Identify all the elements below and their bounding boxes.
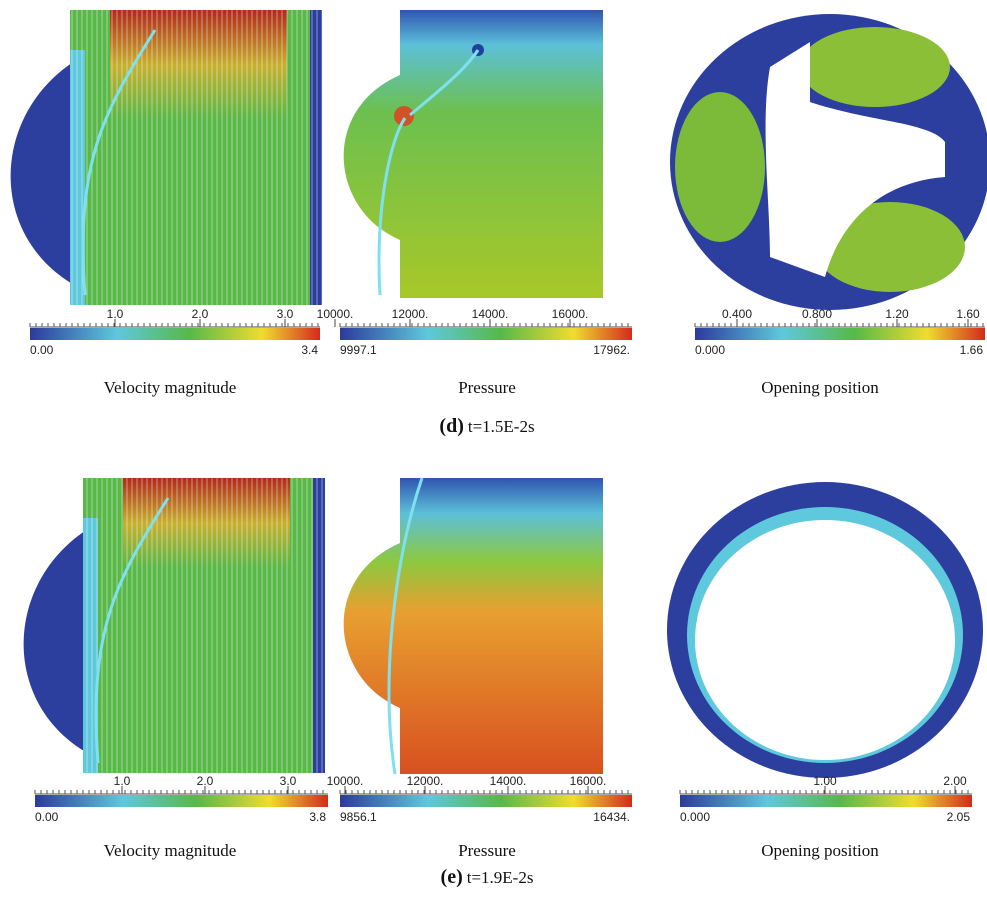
streamlines: [70, 10, 322, 305]
colorbar-tick-label: 1.00: [813, 774, 837, 788]
colorbar-tick-label: 12000.: [407, 774, 444, 788]
colorbar-gradient: [680, 795, 972, 807]
colorbar-gradient: [35, 795, 328, 807]
colorbar-tick-label: 0.400: [722, 307, 752, 321]
colorbar: 1.0 2.0 3.0 0.00 3.4: [30, 307, 320, 357]
plot-caption: Pressure: [458, 841, 516, 860]
colorbar-max: 16434.: [593, 810, 630, 824]
panel-label: (e): [441, 866, 463, 888]
plot-caption: Pressure: [458, 378, 516, 397]
content: 1.0 2.0 3.0 0.00 3.4 Velocity magnitude 10000.…: [11, 10, 987, 888]
colorbar-min: 0.000: [680, 810, 710, 824]
valve-image: [667, 482, 983, 778]
colorbar-gradient: [340, 795, 632, 807]
leaflet: [800, 27, 950, 107]
colorbar-min: 0.000: [695, 343, 725, 357]
figure: 1.0 2.0 3.0 0.00 3.4 Velocity magnitude 10000.…: [0, 0, 987, 900]
colorbar-min: 9856.1: [340, 810, 377, 824]
colorbar-tick-label: 3.0: [280, 774, 297, 788]
plot-caption: Opening position: [761, 841, 879, 860]
colorbar-tick-label: 2.00: [943, 774, 967, 788]
colorbar-tick-label: 1.60: [956, 307, 980, 321]
colorbar-tick-label: 2.0: [192, 307, 209, 321]
colorbar-tick-label: 14000.: [472, 307, 509, 321]
valve-image: [670, 14, 987, 310]
colorbar-tick-label: 16000.: [552, 307, 589, 321]
colorbar-tick-label: 10000.: [317, 307, 354, 321]
colorbar-max: 3.8: [309, 810, 326, 824]
colorbar-tick-label: 1.0: [107, 307, 124, 321]
colorbar-gradient: [30, 328, 320, 340]
valve-opening: [695, 520, 955, 760]
colorbar-tick-label: 14000.: [490, 774, 527, 788]
pressure-image: [344, 10, 603, 298]
colorbar: 10000. 12000. 14000. 16000. 9997.1 17962.: [317, 307, 632, 357]
page: 1.0 2.0 3.0 0.00 3.4 Velocity magnitude 10000.…: [0, 0, 987, 900]
panel-caption: (e)t=1.9E-2s: [441, 866, 534, 888]
colorbar-tick-label: 10000.: [327, 774, 364, 788]
colorbar-min: 0.00: [35, 810, 59, 824]
velocity-image: [24, 478, 325, 773]
colorbar: 1.0 2.0 3.0 0.00 3.8: [35, 774, 328, 824]
streamlines: [83, 478, 325, 773]
pressure-field: [344, 478, 603, 774]
colorbar-tick-label: 0.800: [802, 307, 832, 321]
colorbar: 10000. 12000. 14000. 16000. 9856.1 16434.: [327, 774, 632, 824]
leaflet: [675, 92, 765, 242]
colorbar-min: 0.00: [30, 343, 54, 357]
panel-time: t=1.9E-2s: [467, 868, 534, 887]
colorbar-max: 2.05: [947, 810, 971, 824]
colorbar-min: 9997.1: [340, 343, 377, 357]
colorbar-tick-label: 1.20: [885, 307, 909, 321]
plot-caption: Velocity magnitude: [104, 378, 237, 397]
colorbar-tick-label: 16000.: [570, 774, 607, 788]
colorbar-tick-label: 12000.: [392, 307, 429, 321]
panel-caption: (d) t=1.5E-2s: [439, 415, 534, 437]
pressure-image: [344, 478, 603, 774]
panel-label: (d): [439, 415, 463, 437]
velocity-image: [11, 10, 322, 305]
colorbar: 1.00 2.00 0.000 2.05: [680, 774, 972, 824]
plot-caption: Opening position: [761, 378, 879, 397]
colorbar: 0.400 0.800 1.20 1.60 0.000 1.66: [695, 307, 985, 357]
plot-caption: Velocity magnitude: [104, 841, 237, 860]
colorbar-max: 3.4: [301, 343, 318, 357]
colorbar-tick-label: 3.0: [277, 307, 294, 321]
colorbar-max: 1.66: [960, 343, 984, 357]
colorbar-tick-label: 2.0: [197, 774, 214, 788]
colorbar-gradient: [695, 328, 985, 340]
panel-time: t=1.5E-2s: [468, 417, 535, 436]
colorbar-max: 17962.: [593, 343, 630, 357]
colorbar-tick-label: 1.0: [114, 774, 131, 788]
colorbar-gradient: [340, 328, 632, 340]
